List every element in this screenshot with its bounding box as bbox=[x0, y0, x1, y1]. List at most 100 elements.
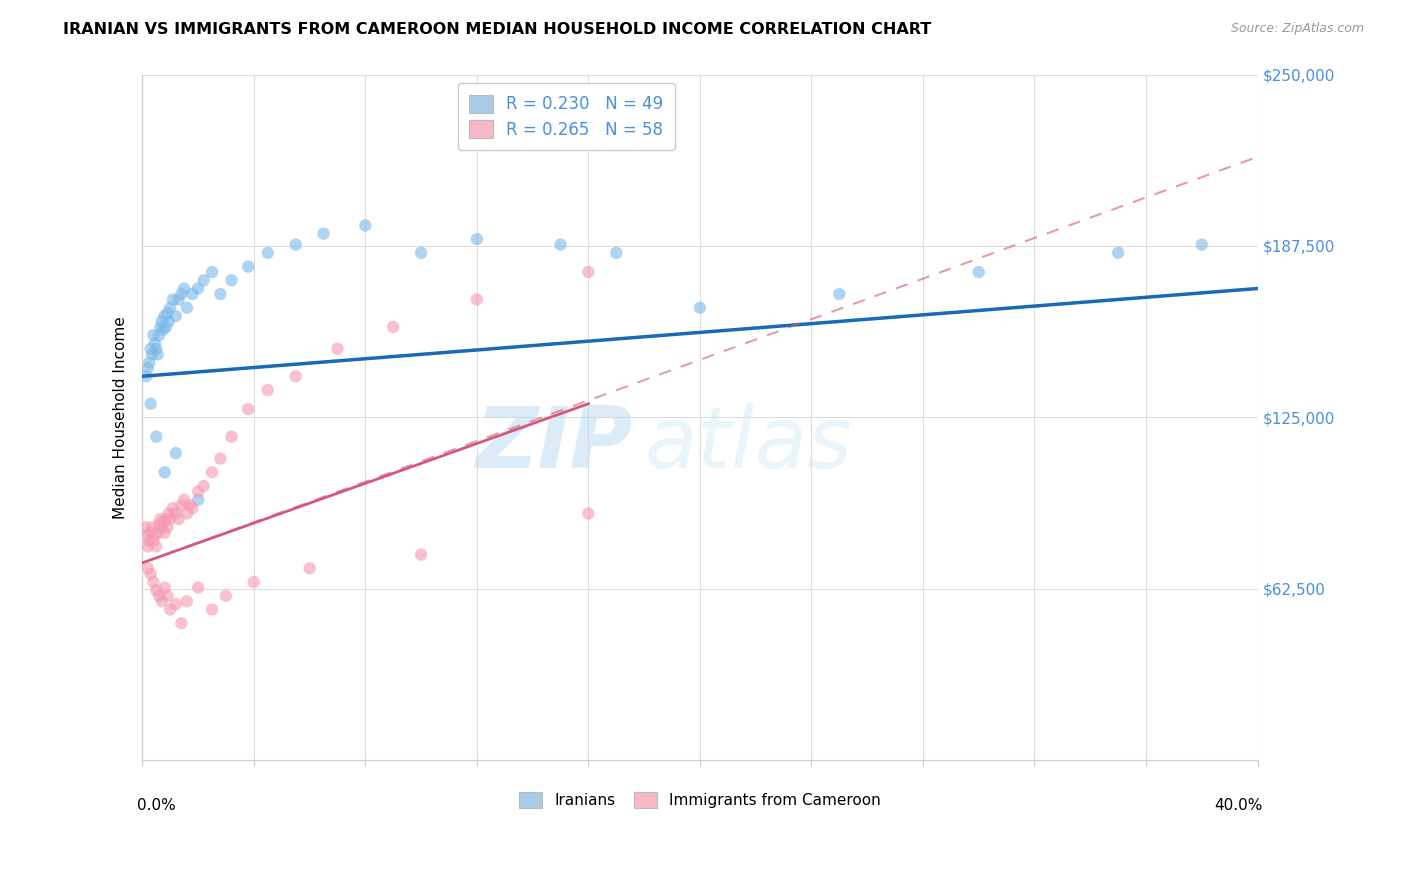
Point bbox=[828, 287, 851, 301]
Point bbox=[238, 402, 260, 417]
Point bbox=[139, 397, 162, 411]
Point bbox=[155, 319, 177, 334]
Point bbox=[193, 273, 215, 287]
Point bbox=[243, 575, 266, 590]
Point bbox=[284, 237, 307, 252]
Text: 0.0%: 0.0% bbox=[136, 798, 176, 814]
Point bbox=[312, 227, 335, 241]
Point bbox=[576, 265, 599, 279]
Point bbox=[159, 512, 181, 526]
Point bbox=[689, 301, 711, 315]
Point bbox=[162, 500, 184, 515]
Point bbox=[221, 273, 243, 287]
Point bbox=[465, 232, 488, 246]
Point bbox=[201, 466, 224, 480]
Point bbox=[170, 287, 193, 301]
Point bbox=[156, 306, 179, 320]
Point bbox=[153, 581, 176, 595]
Point bbox=[201, 602, 224, 616]
Point bbox=[153, 309, 176, 323]
Point bbox=[150, 520, 173, 534]
Point bbox=[465, 293, 488, 307]
Point bbox=[176, 301, 198, 315]
Point bbox=[284, 369, 307, 384]
Point bbox=[605, 245, 627, 260]
Point bbox=[179, 498, 201, 512]
Point bbox=[215, 589, 238, 603]
Point bbox=[159, 301, 181, 315]
Point bbox=[176, 507, 198, 521]
Point bbox=[139, 525, 162, 540]
Point bbox=[256, 245, 278, 260]
Point bbox=[187, 492, 209, 507]
Point bbox=[139, 342, 162, 356]
Point bbox=[146, 525, 169, 540]
Point bbox=[145, 430, 167, 444]
Point bbox=[145, 342, 167, 356]
Point bbox=[1191, 237, 1213, 252]
Point bbox=[187, 581, 209, 595]
Point bbox=[157, 507, 180, 521]
Point bbox=[149, 319, 172, 334]
Point bbox=[135, 369, 157, 384]
Point bbox=[153, 466, 176, 480]
Point bbox=[173, 281, 195, 295]
Y-axis label: Median Household Income: Median Household Income bbox=[114, 316, 128, 519]
Point bbox=[165, 597, 187, 611]
Point bbox=[1107, 245, 1129, 260]
Point bbox=[141, 347, 163, 361]
Point bbox=[187, 281, 209, 295]
Text: atlas: atlas bbox=[644, 403, 852, 486]
Point bbox=[298, 561, 321, 575]
Point bbox=[167, 293, 190, 307]
Point bbox=[187, 484, 209, 499]
Point bbox=[576, 507, 599, 521]
Point bbox=[145, 540, 167, 554]
Point bbox=[181, 287, 204, 301]
Point bbox=[148, 589, 170, 603]
Point bbox=[967, 265, 990, 279]
Point bbox=[134, 520, 156, 534]
Legend: Iranians, Immigrants from Cameroon: Iranians, Immigrants from Cameroon bbox=[513, 786, 887, 814]
Point bbox=[165, 446, 187, 460]
Point bbox=[142, 328, 165, 343]
Point bbox=[209, 451, 232, 466]
Point bbox=[382, 319, 405, 334]
Text: IRANIAN VS IMMIGRANTS FROM CAMEROON MEDIAN HOUSEHOLD INCOME CORRELATION CHART: IRANIAN VS IMMIGRANTS FROM CAMEROON MEDI… bbox=[63, 22, 932, 37]
Point bbox=[354, 219, 377, 233]
Point bbox=[146, 347, 169, 361]
Text: 40.0%: 40.0% bbox=[1215, 798, 1263, 814]
Point bbox=[209, 287, 232, 301]
Point bbox=[156, 520, 179, 534]
Point bbox=[149, 512, 172, 526]
Point bbox=[176, 594, 198, 608]
Text: Source: ZipAtlas.com: Source: ZipAtlas.com bbox=[1230, 22, 1364, 36]
Point bbox=[411, 548, 433, 562]
Point bbox=[152, 323, 174, 337]
Point bbox=[152, 515, 174, 529]
Point bbox=[138, 355, 160, 369]
Point bbox=[143, 336, 166, 351]
Point bbox=[165, 309, 187, 323]
Point bbox=[139, 566, 162, 581]
Point bbox=[165, 507, 187, 521]
Point bbox=[148, 517, 170, 532]
Point bbox=[159, 602, 181, 616]
Point bbox=[550, 237, 572, 252]
Point bbox=[167, 512, 190, 526]
Point bbox=[162, 293, 184, 307]
Point bbox=[201, 265, 224, 279]
Point bbox=[150, 314, 173, 328]
Point bbox=[170, 498, 193, 512]
Point bbox=[148, 328, 170, 343]
Point bbox=[153, 525, 176, 540]
Point bbox=[411, 245, 433, 260]
Text: ZIP: ZIP bbox=[475, 403, 633, 486]
Point bbox=[170, 616, 193, 631]
Point bbox=[136, 561, 159, 575]
Point bbox=[221, 430, 243, 444]
Point bbox=[256, 383, 278, 397]
Point bbox=[193, 479, 215, 493]
Point bbox=[238, 260, 260, 274]
Point bbox=[136, 540, 159, 554]
